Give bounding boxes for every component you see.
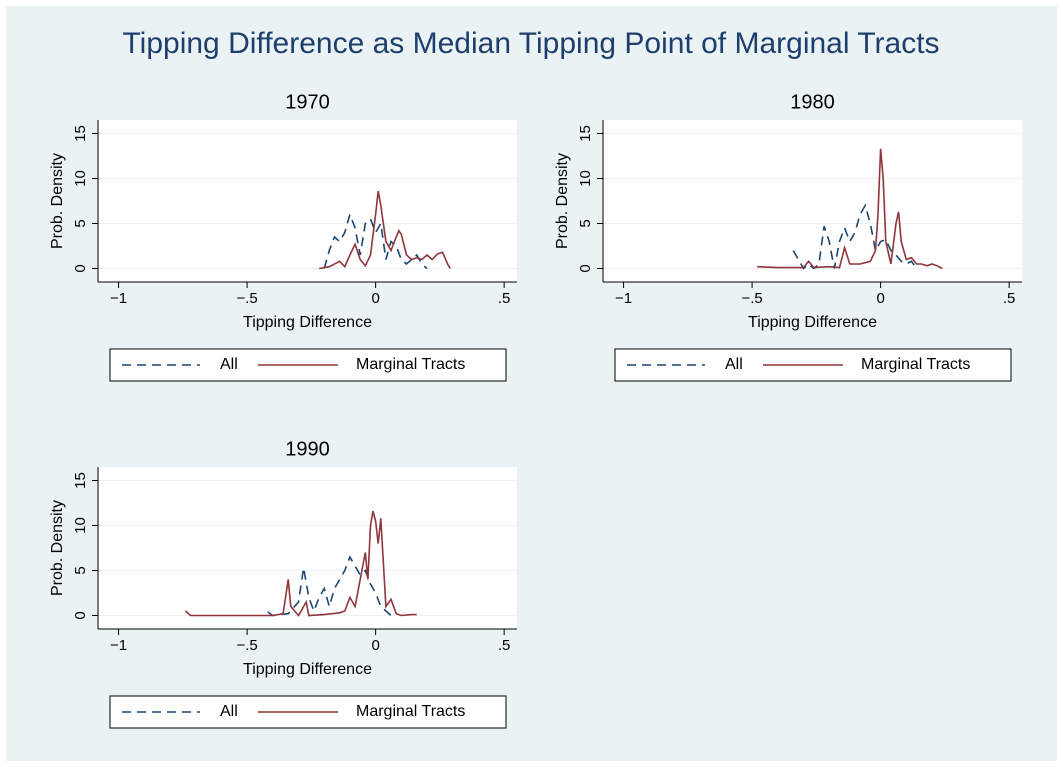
x-tick-label: −.5 [741, 290, 762, 307]
x-tick-label: .5 [498, 637, 511, 654]
density-line [792, 203, 918, 270]
x-tick-label: −.5 [236, 637, 257, 654]
y-tick-label: 5 [72, 566, 89, 574]
plot-area [98, 120, 517, 282]
legend-label: Marginal Tracts [356, 703, 465, 720]
y-tick-label: 15 [72, 472, 89, 489]
x-tick-label: −1 [110, 637, 127, 654]
legend-label: All [220, 703, 238, 720]
y-axis-label: Prob. Density [554, 153, 571, 249]
y-tick-label: 15 [577, 125, 594, 142]
x-tick-label: .5 [1003, 290, 1016, 307]
plot-area [603, 120, 1022, 282]
y-axis-label: Prob. Density [49, 153, 66, 249]
y-tick-label: 10 [72, 517, 89, 534]
plot-area [98, 467, 517, 629]
y-tick-label: 0 [577, 264, 594, 272]
legend-label: All [725, 356, 743, 373]
density-line [267, 555, 392, 617]
density-line [323, 211, 428, 270]
x-axis-label: Tipping Difference [243, 661, 372, 678]
x-axis-label: Tipping Difference [748, 314, 877, 331]
y-tick-label: 5 [577, 219, 594, 227]
density-line [318, 190, 451, 270]
y-axis-label: Prob. Density [49, 500, 66, 596]
panel-title: 1990 [285, 438, 330, 460]
y-tick-label: 15 [72, 125, 89, 142]
density-line [184, 510, 417, 617]
figure-title: Tipping Difference as Median Tipping Poi… [122, 27, 939, 60]
y-tick-label: 0 [72, 264, 89, 272]
legend-label: Marginal Tracts [861, 356, 970, 373]
y-tick-label: 10 [72, 170, 89, 187]
y-tick-label: 0 [72, 611, 89, 619]
graph-region [6, 6, 1057, 761]
density-line [757, 148, 943, 270]
x-tick-label: −1 [110, 290, 127, 307]
x-tick-label: 0 [876, 290, 884, 307]
y-tick-label: 5 [72, 219, 89, 227]
legend-label: All [220, 356, 238, 373]
y-tick-label: 10 [577, 170, 594, 187]
x-tick-label: .5 [498, 290, 511, 307]
x-tick-label: −1 [615, 290, 632, 307]
x-axis-label: Tipping Difference [243, 314, 372, 331]
panel-title: 1980 [790, 91, 835, 113]
panel-title: 1970 [285, 91, 330, 113]
x-tick-label: 0 [371, 290, 379, 307]
legend-label: Marginal Tracts [356, 356, 465, 373]
x-tick-label: 0 [371, 637, 379, 654]
x-tick-label: −.5 [236, 290, 257, 307]
